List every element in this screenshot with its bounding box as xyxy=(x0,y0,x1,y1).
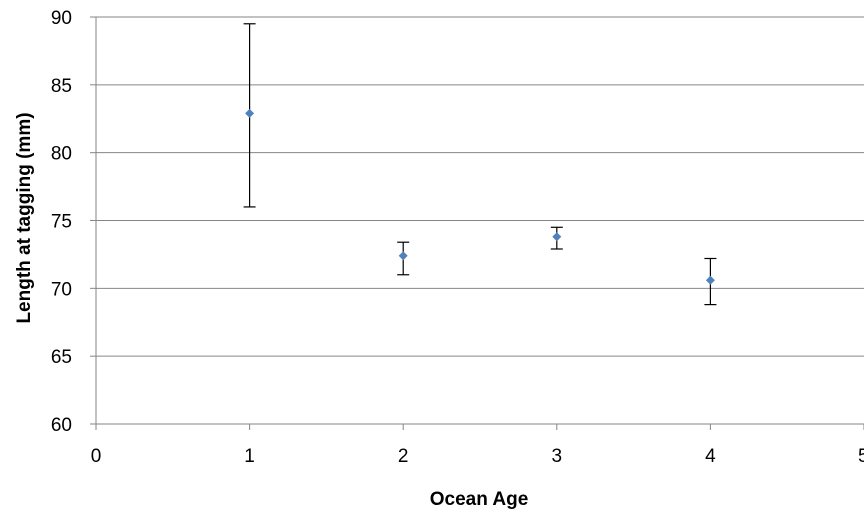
y-tick-label: 80 xyxy=(51,144,72,165)
data-point xyxy=(552,232,562,242)
y-tick-label: 75 xyxy=(51,212,72,233)
tick-labels: 60 65 70 75 80 85 90 0 1 2 3 4 5 xyxy=(51,8,864,467)
data-point xyxy=(705,275,715,285)
data-point xyxy=(245,108,255,118)
error-bars xyxy=(243,23,717,306)
x-tick-label: 3 xyxy=(552,446,563,467)
x-tick-label: 4 xyxy=(705,446,716,467)
y-tick-label: 65 xyxy=(51,347,72,368)
x-tick-label: 5 xyxy=(858,446,864,467)
data-points xyxy=(245,108,715,285)
data-point xyxy=(398,251,408,261)
x-tick-label: 0 xyxy=(91,446,102,467)
y-tick-label: 60 xyxy=(51,415,72,436)
x-axis-title: Ocean Age xyxy=(430,489,529,510)
y-axis-title: Length at tagging (mm) xyxy=(14,112,35,323)
x-tick-label: 1 xyxy=(244,446,255,467)
y-tick-label: 70 xyxy=(51,279,72,300)
x-tick-label: 2 xyxy=(398,446,409,467)
axes xyxy=(90,16,864,430)
y-tick-label: 90 xyxy=(51,8,72,29)
y-tick-label: 85 xyxy=(51,76,72,97)
gridlines xyxy=(96,16,864,357)
